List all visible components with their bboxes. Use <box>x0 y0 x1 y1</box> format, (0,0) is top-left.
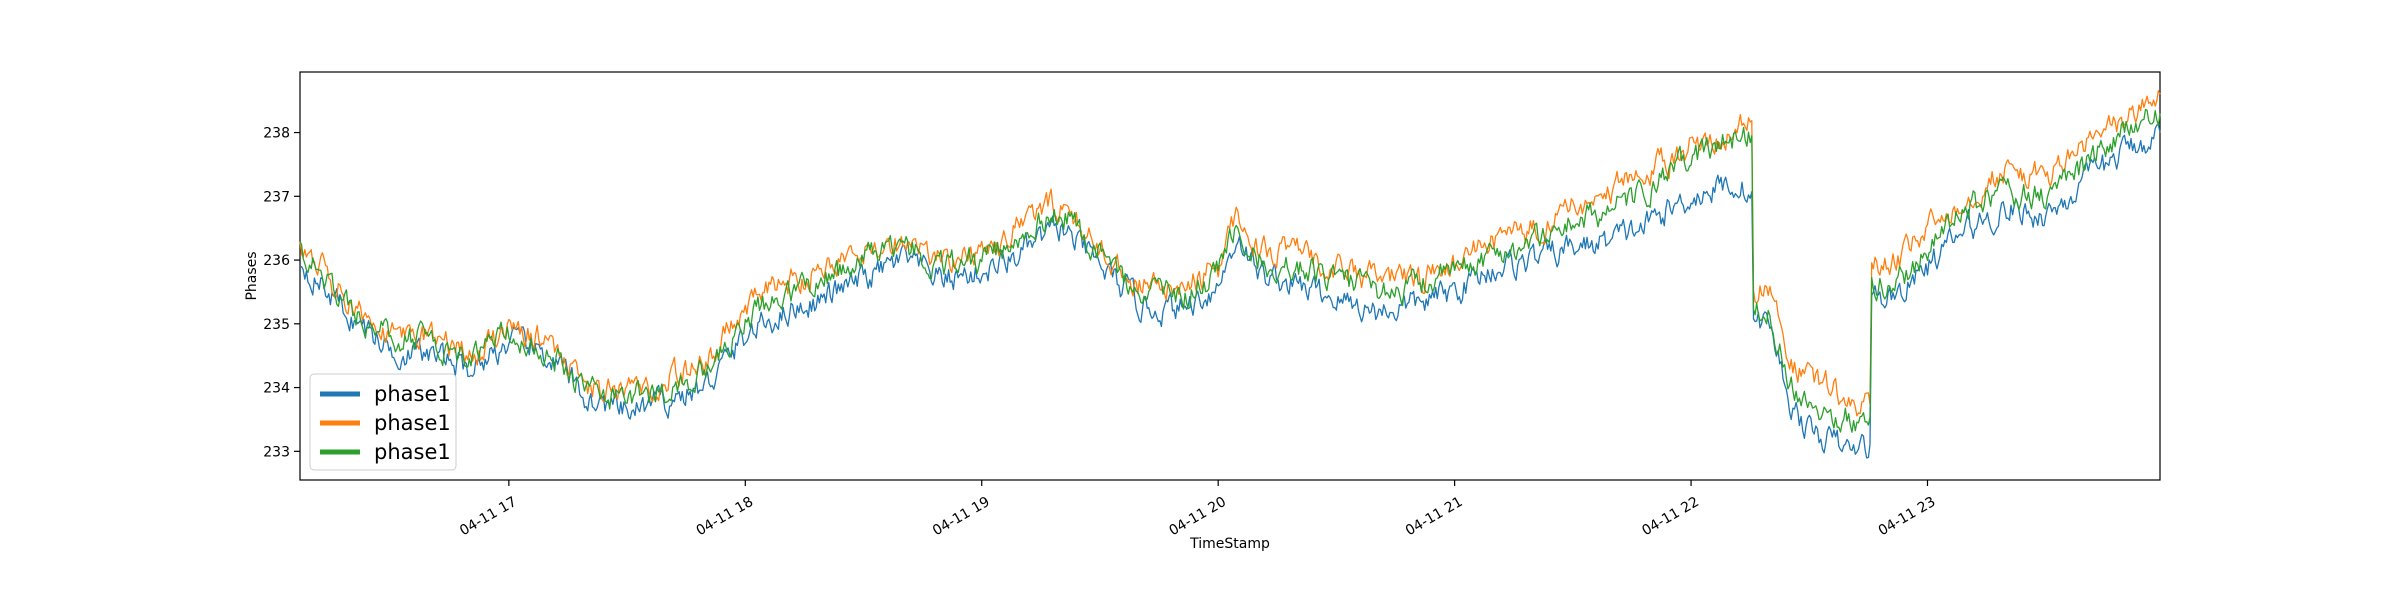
legend-label-2: phase1 <box>374 411 451 435</box>
y-axis-label: Phases <box>244 251 260 300</box>
legend-label-1: phase1 <box>374 382 451 406</box>
plot-area-frame <box>299 71 2161 481</box>
y-tick-label: 237 <box>263 189 290 205</box>
legend-box <box>309 373 457 471</box>
series-line-2 <box>299 89 2161 417</box>
y-axis: 233 234 235 236 237 238 <box>263 126 300 460</box>
x-tick-label: 04-11 20 <box>1166 494 1229 539</box>
x-tick-label: 04-11 17 <box>457 494 520 539</box>
series-layer <box>299 89 2161 459</box>
x-axis: 04-11 17 04-11 18 04-11 19 04-11 20 04-11 21… <box>457 480 1938 539</box>
x-axis-label: TimeStamp <box>1189 536 1270 552</box>
y-tick-label: 236 <box>263 253 290 269</box>
x-tick-label: 04-11 23 <box>1876 494 1939 539</box>
x-tick-label: 04-11 19 <box>930 494 993 539</box>
y-tick-label: 235 <box>263 317 290 333</box>
series-line-1 <box>299 124 2161 459</box>
y-tick-label: 234 <box>263 381 290 397</box>
legend-label-3: phase1 <box>374 440 451 464</box>
legend: phase1 phase1 phase1 <box>309 373 457 471</box>
y-tick-label: 233 <box>263 444 290 460</box>
y-tick-label: 238 <box>263 126 290 142</box>
x-tick-label: 04-11 18 <box>694 494 757 539</box>
series-line-3 <box>299 108 2161 433</box>
x-tick-label: 04-11 22 <box>1639 494 1702 539</box>
x-tick-label: 04-11 21 <box>1403 494 1466 539</box>
